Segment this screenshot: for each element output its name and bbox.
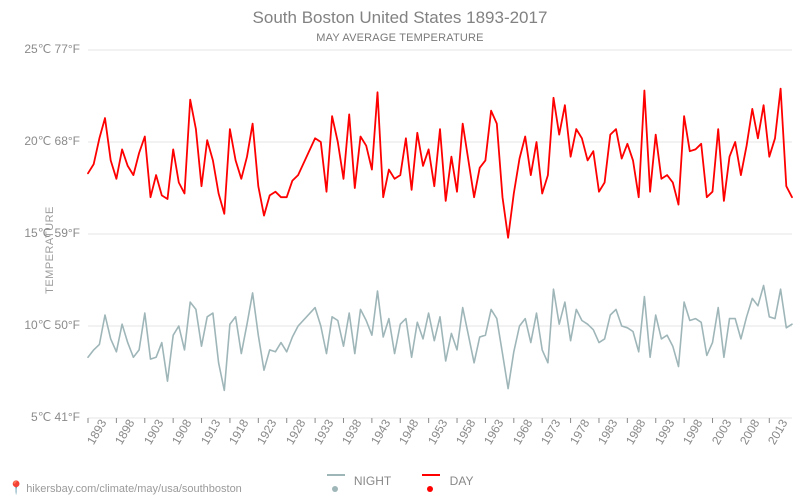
- temperature-chart: South Boston United States 1893-2017 MAY…: [0, 0, 800, 500]
- attribution-text: hikersbay.com/climate/may/usa/southbosto…: [26, 483, 242, 495]
- legend-marker-day: [422, 467, 440, 495]
- legend-marker-night: [327, 467, 345, 495]
- map-pin-icon: 📍: [8, 480, 24, 495]
- legend-item-day: DAY: [422, 474, 473, 488]
- plot-area: [0, 0, 800, 500]
- legend-label-night: NIGHT: [354, 474, 391, 488]
- attribution: 📍hikersbay.com/climate/may/usa/southbost…: [8, 480, 242, 496]
- legend-item-night: NIGHT: [327, 474, 395, 488]
- legend-label-day: DAY: [450, 474, 474, 488]
